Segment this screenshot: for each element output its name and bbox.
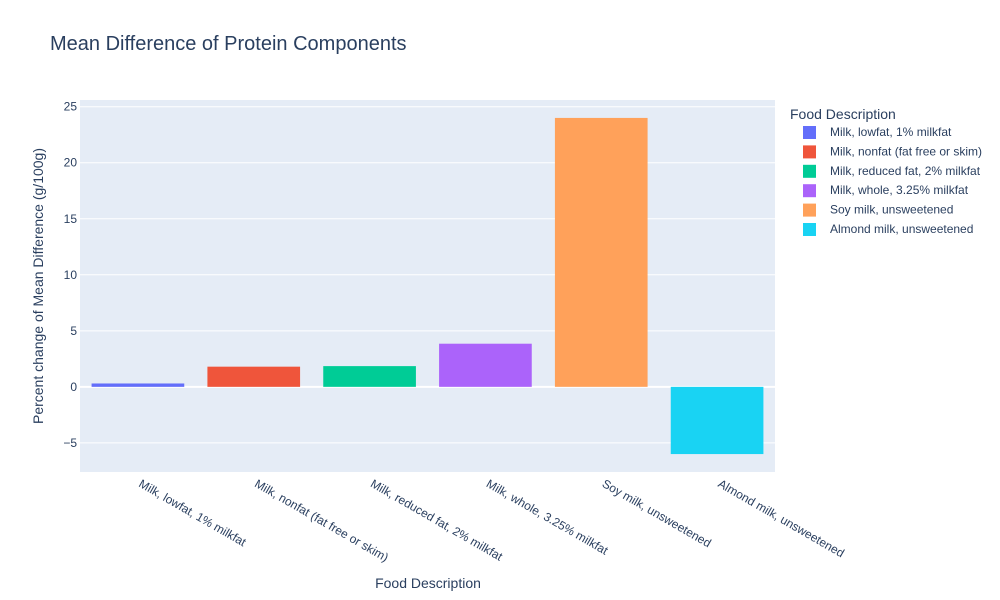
y-tick-label: 5	[70, 324, 77, 338]
legend-label: Soy milk, unsweetened	[830, 203, 953, 217]
legend-swatch	[803, 145, 816, 159]
bar	[91, 383, 185, 387]
legend-item: Milk, reduced fat, 2% milkfat	[803, 164, 981, 178]
legend-title: Food Description	[790, 106, 896, 122]
legend-swatch	[803, 184, 816, 198]
legend-item: Milk, whole, 3.25% milkfat	[803, 183, 969, 198]
y-tick-label: 10	[64, 268, 78, 282]
legend-swatch	[803, 164, 816, 178]
y-tick-label: 20	[64, 156, 78, 170]
legend-item: Milk, nonfat (fat free or skim)	[803, 144, 982, 159]
bar	[439, 343, 532, 387]
legend: Food Description Milk, lowfat, 1% milkfa…	[790, 106, 982, 236]
legend-label: Milk, nonfat (fat free or skim)	[830, 144, 982, 158]
legend-swatch	[803, 203, 816, 217]
y-axis-ticks: −5 0 5 10 15 20 25	[63, 100, 77, 450]
legend-items: Milk, lowfat, 1% milkfat Milk, nonfat (fa…	[803, 125, 982, 236]
y-tick-label: 25	[64, 100, 78, 114]
bar	[670, 386, 764, 455]
legend-item: Milk, lowfat, 1% milkfat	[803, 125, 952, 139]
legend-label: Milk, whole, 3.25% milkfat	[830, 183, 969, 197]
x-axis-title: Food Description	[375, 575, 481, 591]
bar	[554, 117, 648, 387]
bar	[323, 366, 416, 387]
legend-swatch	[803, 126, 816, 139]
legend-swatch	[803, 223, 816, 236]
gridlines	[80, 106, 775, 444]
plot-area	[80, 100, 775, 472]
y-tick-label: −5	[63, 436, 77, 450]
legend-item: Almond milk, unsweetened	[803, 222, 973, 236]
legend-item: Soy milk, unsweetened	[803, 203, 953, 217]
y-axis-title: Percent change of Mean Difference (g/100…	[30, 148, 46, 424]
legend-label: Almond milk, unsweetened	[830, 222, 973, 236]
y-tick-label: 0	[70, 380, 77, 394]
bars	[91, 117, 764, 455]
chart-title: Mean Difference of Protein Components	[50, 33, 407, 55]
y-tick-label: 15	[64, 212, 78, 226]
legend-label: Milk, lowfat, 1% milkfat	[830, 125, 952, 139]
legend-label: Milk, reduced fat, 2% milkfat	[830, 164, 981, 178]
bar	[207, 366, 301, 387]
